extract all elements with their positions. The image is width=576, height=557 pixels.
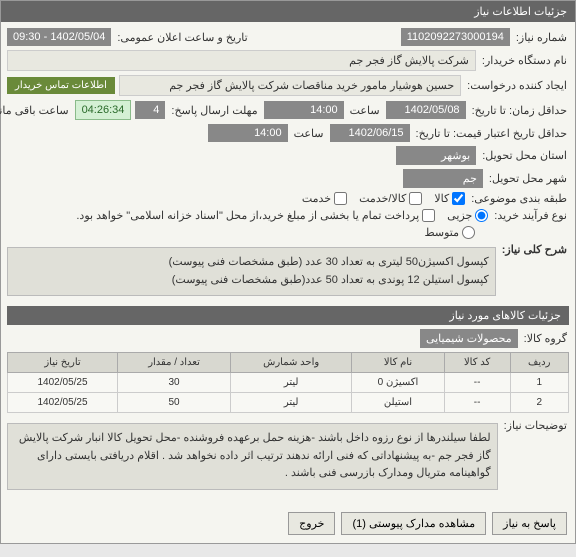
days-label: مهلت ارسال پاسخ: [169,104,259,117]
need-desc-label: شرح کلی نیاز: [500,243,569,256]
th-unit: واحد شمارش [231,353,352,373]
requester-value: حسین هوشیار مامور خرید مناقصات شرکت پالا… [119,75,461,96]
deadline-time: 14:00 [264,101,344,119]
reply-button[interactable]: پاسخ به نیاز [492,512,567,535]
deadline-date: 1402/05/08 [386,101,466,119]
footer-buttons: پاسخ به نیاز مشاهده مدارک پیوستی (1) خرو… [1,504,575,543]
days-value: 4 [135,101,165,119]
cell-unit: لیتر [231,393,352,413]
deadline-time-label: ساعت [348,104,382,117]
th-date: تاریخ نیاز [8,353,118,373]
tender-detail-panel: جزئیات اطلاعات نیاز شماره نیاز: 11020922… [0,0,576,544]
proc-partial-label: جزیی [447,209,472,222]
proc-medium-label: متوسط [424,226,459,239]
contact-info-button[interactable]: اطلاعات تماس خریدار [7,77,115,94]
cell-code: -- [444,393,510,413]
exit-button[interactable]: خروج [288,512,335,535]
notes-label: توضیحات نیاز: [502,419,569,432]
need-desc-line2: کپسول استیلن 12 پوندی به تعداد 50 عدد(طب… [14,272,489,290]
province-value: بوشهر [396,146,476,165]
validity-label: حداقل تاریخ اعتبار قیمت: تا تاریخ: [414,127,569,140]
th-row: ردیف [510,353,569,373]
province-label: استان محل تحویل: [480,149,569,162]
cell-row: 2 [510,393,569,413]
th-name: نام کالا [352,353,445,373]
process-label: نوع فرآیند خرید: [492,209,569,222]
goods-group-label: گروه کالا: [522,332,569,345]
panel-header: جزئیات اطلاعات نیاز [1,1,575,22]
cat-goods-service-checkbox[interactable] [409,192,422,205]
validity-time-label: ساعت [292,127,326,140]
cell-qty: 30 [118,373,231,393]
proc-note-checkbox[interactable] [422,209,435,222]
requester-label: ایجاد کننده درخواست: [465,79,569,92]
cat-goods-service-label: کالا/خدمت [359,192,406,205]
announce-label: تاریخ و ساعت اعلان عمومی: [115,31,249,44]
attachments-button[interactable]: مشاهده مدارک پیوستی (1) [341,512,486,535]
cell-unit: لیتر [231,373,352,393]
category-label: طبقه بندی موضوعی: [469,192,569,205]
deadline-label: حداقل زمان: تا تاریخ: [470,104,569,117]
validity-time: 14:00 [208,124,288,142]
cell-date: 1402/05/25 [8,393,118,413]
proc-note-label: پرداخت تمام یا بخشی از مبلغ خرید،از محل … [76,209,419,222]
form-body: شماره نیاز: 1102092273000194 تاریخ و ساع… [1,22,575,504]
table-row[interactable]: 1 -- اکسیژن 0 لیتر 30 1402/05/25 [8,373,569,393]
city-value: جم [403,169,483,188]
goods-group-value: محصولات شیمیایی [420,329,518,348]
need-desc-line1: کپسول اکسیژن50 لیتری به تعداد 30 عدد (طب… [14,254,489,272]
buyer-org-label: نام دستگاه خریدار: [480,54,569,67]
notes-box: لطفا سیلندرها از نوع رزوه داخل باشند -هز… [7,423,498,490]
need-number-value: 1102092273000194 [401,28,510,46]
proc-partial-radio[interactable] [475,209,488,222]
city-label: شهر محل تحویل: [487,172,569,185]
cat-service-checkbox[interactable] [334,192,347,205]
announce-value: 1402/05/04 - 09:30 [7,28,111,46]
cell-name: استیلن [352,393,445,413]
cell-qty: 50 [118,393,231,413]
validity-date: 1402/06/15 [330,124,410,142]
cell-name: اکسیژن 0 [352,373,445,393]
need-number-label: شماره نیاز: [514,31,569,44]
cat-goods-checkbox[interactable] [452,192,465,205]
cat-goods-label: کالا [434,192,449,205]
cell-code: -- [444,373,510,393]
need-desc-box: کپسول اکسیژن50 لیتری به تعداد 30 عدد (طب… [7,247,496,296]
goods-table: ردیف کد کالا نام کالا واحد شمارش تعداد /… [7,352,569,413]
cell-row: 1 [510,373,569,393]
countdown-timer: 04:26:34 [75,100,132,120]
th-code: کد کالا [444,353,510,373]
remaining-label: ساعت باقی مانده [0,104,71,117]
cell-date: 1402/05/25 [8,373,118,393]
buyer-org-value: شرکت پالایش گاز فجر جم [7,50,476,71]
goods-section-title: جزئیات کالاهای مورد نیاز [7,306,569,325]
th-qty: تعداد / مقدار [118,353,231,373]
panel-title: جزئیات اطلاعات نیاز [474,6,567,18]
table-row[interactable]: 2 -- استیلن لیتر 50 1402/05/25 [8,393,569,413]
cat-service-label: خدمت [302,192,331,205]
table-header-row: ردیف کد کالا نام کالا واحد شمارش تعداد /… [8,353,569,373]
proc-medium-radio[interactable] [462,226,475,239]
